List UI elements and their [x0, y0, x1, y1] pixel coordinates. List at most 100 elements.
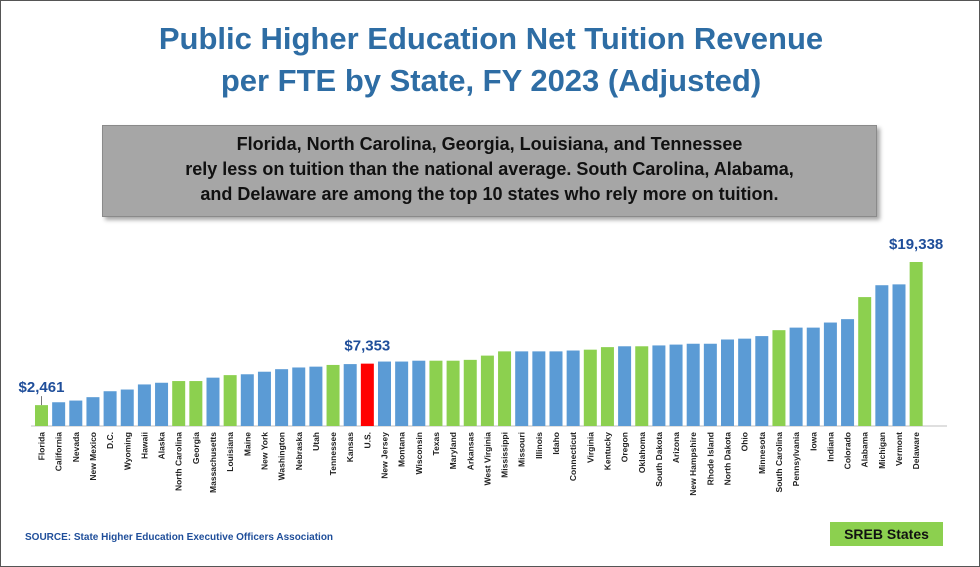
bar-illinois [532, 351, 546, 426]
bar-north-carolina [172, 381, 186, 426]
callout-box: Florida, North Carolina, Georgia, Louisi… [102, 125, 877, 217]
bar-minnesota [755, 336, 769, 426]
chart-title-line-1: Public Higher Education Net Tuition Reve… [158, 21, 824, 56]
bar-utah [309, 366, 323, 426]
bar-south-dakota [652, 345, 666, 426]
tick-label: Tennessee [328, 432, 338, 476]
bar-maryland [446, 360, 460, 426]
tick-label: Illinois [534, 432, 544, 459]
tick-label: Wisconsin [414, 432, 424, 474]
bar-indiana [823, 322, 837, 426]
bar-alabama [858, 297, 872, 426]
chart-title-line-2: per FTE by State, FY 2023 (Adjusted) [220, 63, 762, 98]
callout-line-1: Florida, North Carolina, Georgia, Louisi… [236, 134, 743, 154]
tick-label: Colorado [843, 432, 853, 469]
tick-label: Minnesota [757, 432, 767, 474]
tick-label: Connecticut [568, 432, 578, 481]
bar-connecticut [566, 350, 580, 426]
bar-new-jersey [378, 361, 391, 426]
callout-line-3: and Delaware are among the top 10 states… [200, 184, 779, 204]
tick-label: Arkansas [465, 432, 475, 471]
callout-line-2: rely less on tuition than the national a… [185, 159, 794, 179]
bar-north-dakota [721, 339, 734, 426]
tick-label: New York [259, 432, 269, 470]
bar-oregon [618, 346, 632, 426]
tick-label: Wyoming [122, 432, 132, 470]
bar-west-virginia [480, 355, 494, 426]
tick-label: Maine [242, 432, 252, 456]
tick-label: Idaho [551, 432, 561, 455]
tick-label: Oklahoma [637, 432, 647, 473]
bar-ohio [738, 338, 752, 426]
bar-washington [275, 369, 289, 426]
tick-label: North Carolina [174, 432, 184, 491]
bar-delaware [909, 262, 923, 426]
bar-montana [395, 361, 409, 426]
tick-label: Nevada [71, 432, 81, 463]
tick-label: Arizona [671, 432, 681, 463]
tick-label: Ohio [740, 432, 750, 451]
bar-california [52, 402, 66, 426]
tick-label: Nebraska [294, 432, 304, 471]
bar-maine [240, 374, 254, 426]
tick-label: Utah [311, 432, 321, 451]
tick-label: Pennsylvania [791, 432, 801, 487]
tick-label: Louisiana [225, 432, 235, 472]
tick-label: Washington [277, 432, 287, 480]
bar-missouri [515, 351, 529, 426]
source-note: SOURCE: State Higher Education Executive… [25, 532, 334, 543]
bar-nebraska [292, 367, 306, 426]
bar-tennessee [326, 364, 340, 426]
data-label: $2,461 [19, 379, 65, 396]
bar-arizona [669, 344, 683, 426]
bar-michigan [875, 285, 889, 426]
tick-label: Virginia [585, 432, 595, 463]
bar-georgia [189, 381, 203, 426]
tick-label: Kansas [345, 432, 355, 463]
tick-label: U.S. [362, 432, 372, 449]
bar-u-s [360, 363, 374, 426]
tick-label: California [54, 432, 64, 471]
tick-label: Iowa [808, 432, 818, 451]
tick-label: D.C. [105, 432, 115, 449]
tick-label: New Jersey [380, 432, 390, 479]
tick-label: Florida [37, 432, 47, 461]
tick-label: Alabama [860, 432, 870, 468]
tick-label: West Virginia [482, 432, 492, 486]
tick-label: Missouri [517, 432, 527, 467]
tick-label: Oregon [620, 432, 630, 462]
bar-massachusetts [206, 377, 220, 426]
tick-label: Hawaii [139, 432, 149, 459]
bar-iowa [806, 327, 820, 426]
bar-virginia [583, 349, 597, 426]
tick-label: South Dakota [654, 432, 664, 487]
tick-label: New Hampshire [688, 432, 698, 496]
bar-oklahoma [635, 346, 649, 426]
bar-hawaii [137, 384, 151, 426]
tick-label: Michigan [877, 432, 887, 469]
data-label: $19,338 [889, 236, 943, 253]
bar-south-carolina [772, 330, 786, 426]
tick-label: Maryland [448, 432, 458, 469]
bar-florida [35, 405, 48, 426]
bar-nevada [69, 400, 83, 426]
tick-label: Indiana [825, 432, 835, 462]
tick-label: New Mexico [88, 432, 98, 481]
bar-idaho [549, 351, 563, 426]
tick-label: South Carolina [774, 432, 784, 493]
bar-d-c [103, 391, 117, 426]
tick-label: Delaware [911, 432, 921, 470]
tick-label: Alaska [157, 432, 167, 460]
data-label: $7,353 [344, 338, 390, 355]
tick-label: Mississippi [500, 432, 510, 478]
tick-label: Texas [431, 432, 441, 456]
bar-texas [429, 360, 443, 426]
bar-kentucky [600, 347, 614, 426]
legend-sreb-states: SREB States [830, 522, 943, 546]
bar-wyoming [120, 389, 134, 426]
bar-kansas [343, 364, 357, 426]
bar-arkansas [463, 359, 477, 426]
bar-colorado [841, 319, 855, 426]
bar-alaska [155, 382, 169, 426]
